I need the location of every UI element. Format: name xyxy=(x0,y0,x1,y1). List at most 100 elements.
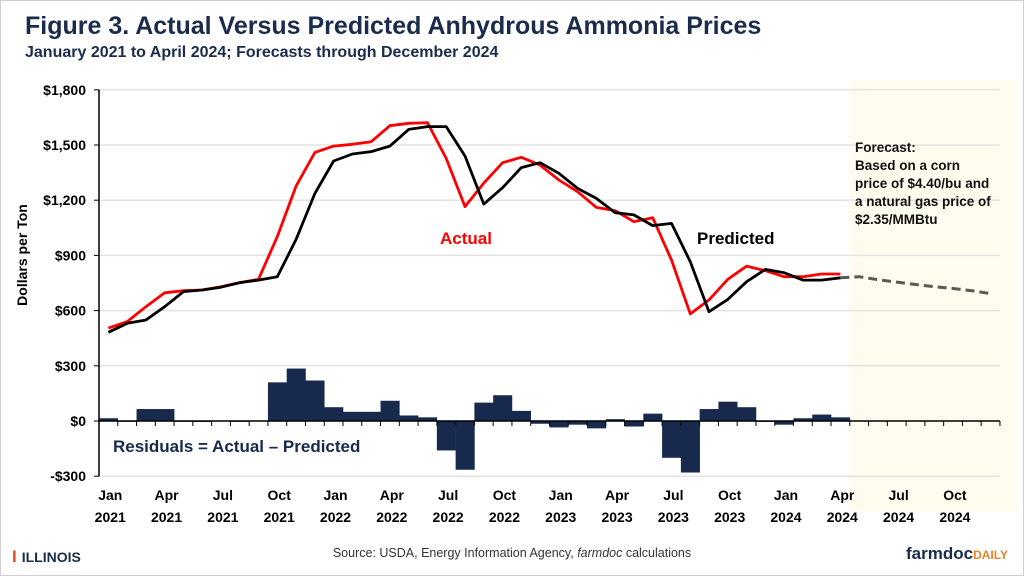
residual-bar xyxy=(624,421,644,427)
actual-label: Actual xyxy=(440,229,492,248)
residual-bar xyxy=(737,407,757,421)
x-tick-label-year: 2023 xyxy=(601,509,632,525)
residual-bar xyxy=(831,417,851,421)
residual-bar xyxy=(399,415,419,421)
predicted-label: Predicted xyxy=(697,229,774,248)
x-tick-label-year: 2024 xyxy=(939,509,970,525)
source-note: Source: USDA, Energy Information Agency,… xyxy=(0,546,1024,560)
x-tick-label-month: Oct xyxy=(268,487,292,503)
forecast-line xyxy=(840,275,991,296)
series-line-predicted xyxy=(107,125,841,334)
x-tick-label-year: 2023 xyxy=(545,509,576,525)
x-tick-label-month: Jan xyxy=(98,487,122,503)
residual-bar xyxy=(286,368,306,421)
residual-bar xyxy=(605,419,625,421)
forecast-note-line: a natural gas price of xyxy=(855,194,991,209)
residual-bar xyxy=(511,410,532,421)
residual-bar xyxy=(793,418,813,421)
residual-bar xyxy=(643,413,663,421)
residual-bar xyxy=(699,409,719,421)
x-tick-label-year: 2022 xyxy=(433,509,464,525)
residual-bars xyxy=(99,368,851,473)
series-lines xyxy=(107,121,991,334)
residual-bar xyxy=(680,421,700,473)
y-tick-label: $1,500 xyxy=(43,137,86,153)
residuals-label: Residuals = Actual – Predicted xyxy=(113,437,360,456)
y-tick-label: $0 xyxy=(70,413,86,429)
y-tick-label: $600 xyxy=(55,303,86,319)
residual-bar xyxy=(474,402,494,421)
residual-bar xyxy=(718,401,738,421)
labels-layer: -$300 $0 $300 $600 $900 $1,200 $1,500 $1,800 Dol… xyxy=(14,82,991,525)
residual-bar xyxy=(343,411,363,421)
x-tick-label-month: Apr xyxy=(605,487,630,503)
residual-bar xyxy=(493,395,513,421)
x-tick-label-month: Jul xyxy=(888,487,908,503)
residual-bar xyxy=(305,380,325,421)
source-suffix: calculations xyxy=(622,546,692,560)
y-tick-label: $1,800 xyxy=(43,82,86,98)
source-italic: farmdoc xyxy=(577,546,623,560)
forecast-note-line: $2.35/MMBtu xyxy=(855,212,938,227)
farmdoc-daily-logo: farmdocDAILY xyxy=(906,544,1008,564)
x-tick-label-month: Oct xyxy=(943,487,967,503)
x-tick-label-year: 2024 xyxy=(883,509,914,525)
x-tick-label-month: Apr xyxy=(830,487,855,503)
illinois-logo: I ILLINOIS xyxy=(12,547,81,567)
illinois-logo-text: ILLINOIS xyxy=(21,549,81,565)
x-tick-label-month: Apr xyxy=(380,487,405,503)
x-tick-label-year: 2021 xyxy=(207,509,238,525)
residual-bar xyxy=(324,407,344,421)
x-tick-label-month: Oct xyxy=(493,487,517,503)
residual-bar xyxy=(662,421,682,458)
y-tick-label: $300 xyxy=(55,358,86,374)
x-tick-label-month: Jul xyxy=(663,487,683,503)
residual-bar xyxy=(418,417,438,421)
y-axis-label: Dollars per Ton xyxy=(14,204,30,306)
residual-bar xyxy=(380,400,400,421)
x-tick-label-year: 2022 xyxy=(320,509,351,525)
x-tick-label-year: 2022 xyxy=(376,509,407,525)
forecast-region-layer xyxy=(849,80,1018,511)
x-tick-label-year: 2023 xyxy=(714,509,745,525)
y-tick-label: -$300 xyxy=(50,468,86,484)
x-tick-label-month: Oct xyxy=(718,487,742,503)
residual-bar xyxy=(455,421,475,470)
x-tick-label-month: Jul xyxy=(213,487,233,503)
x-tick-label-year: 2024 xyxy=(770,509,801,525)
residual-bar xyxy=(549,421,569,428)
x-tick-label-month: Jan xyxy=(549,487,573,503)
x-tick-label-year: 2023 xyxy=(658,509,689,525)
x-tick-label-year: 2022 xyxy=(489,509,520,525)
residual-bar xyxy=(155,409,175,421)
chart-title: Figure 3. Actual Versus Predicted Anhydr… xyxy=(25,12,762,40)
residual-bar xyxy=(267,382,287,421)
residual-bar xyxy=(361,411,381,421)
grid-layer xyxy=(99,89,1000,477)
x-tick-label-month: Jan xyxy=(323,487,347,503)
x-tick-label-month: Apr xyxy=(155,487,180,503)
forecast-note-line: Based on a corn xyxy=(855,158,960,173)
x-tick-label-year: 2021 xyxy=(151,509,182,525)
residual-bar xyxy=(568,421,588,425)
residual-bar xyxy=(136,409,156,421)
y-tick-label: $900 xyxy=(55,247,86,263)
residual-bar xyxy=(436,421,456,451)
farmdoc-logo-accent: DAILY xyxy=(973,548,1008,562)
forecast-region xyxy=(849,80,1018,511)
y-tick-label: $1,200 xyxy=(43,192,86,208)
x-tick-label-year: 2021 xyxy=(264,509,295,525)
x-tick-label-month: Jul xyxy=(438,487,458,503)
residual-bar xyxy=(587,421,607,429)
forecast-note-line: price of $4.40/bu and xyxy=(855,176,989,191)
farmdoc-logo-main: farmdoc xyxy=(906,544,974,563)
chart-subtitle: January 2021 to April 2024; Forecasts th… xyxy=(25,44,499,61)
axes-layer xyxy=(94,89,1001,477)
x-tick-label-year: 2021 xyxy=(95,509,126,525)
residual-bar xyxy=(530,421,550,424)
residual-bar xyxy=(812,414,832,421)
residual-bar xyxy=(774,421,794,425)
residual-bar xyxy=(99,418,119,421)
x-tick-label-month: Jan xyxy=(774,487,798,503)
